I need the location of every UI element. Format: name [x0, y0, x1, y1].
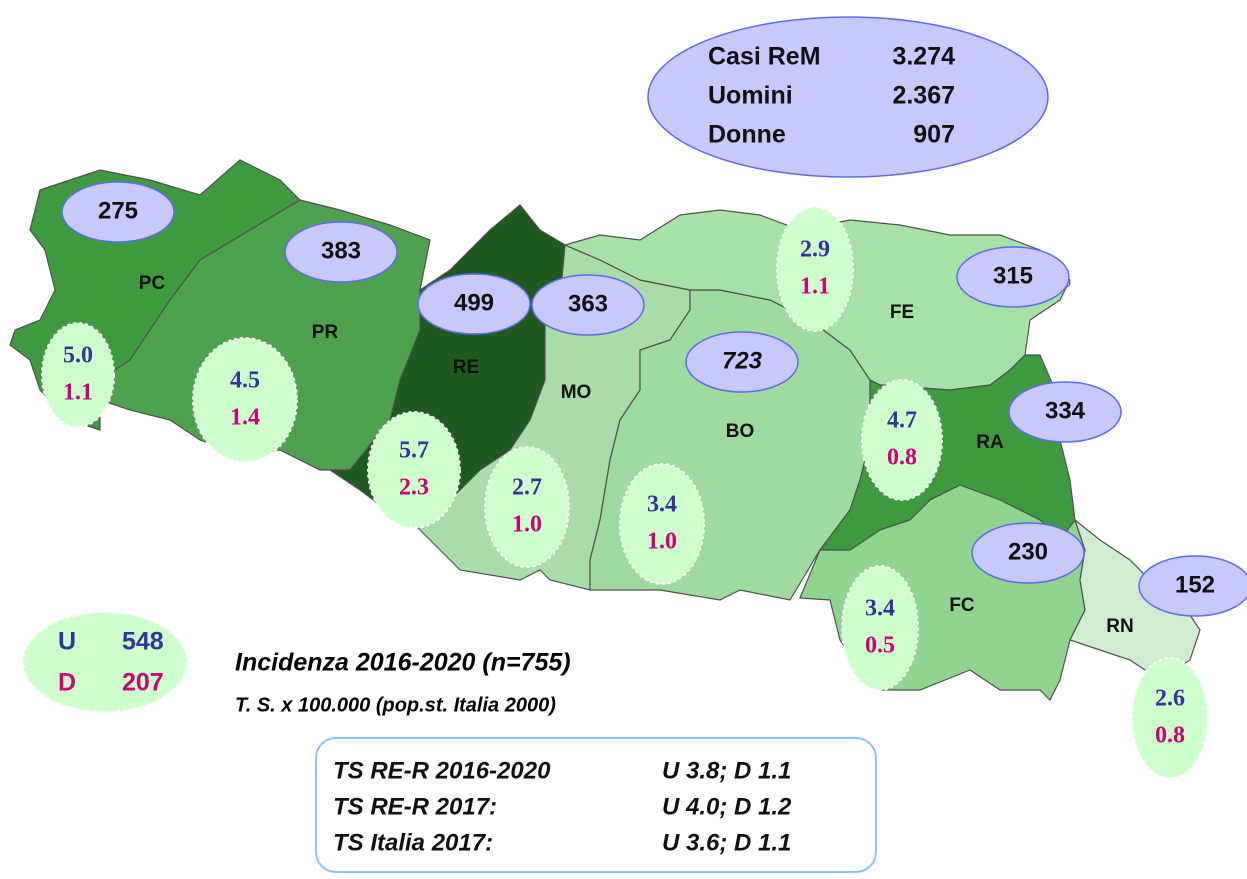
- province-code: RA: [976, 432, 1004, 453]
- province-code: PC: [139, 273, 166, 294]
- cases: 383: [321, 237, 361, 264]
- summary-value: 2.367: [892, 82, 955, 110]
- caption-title: Incidenza 2016-2020 (n=755): [235, 649, 571, 677]
- rate-ellipse: [484, 446, 570, 568]
- province-labels: 5.0 1.1 PC 275 4.5 1.4 PR 383 5.7 2.3 RE 499 2.7 1.0 M…: [41, 181, 1247, 779]
- cases: 315: [993, 262, 1033, 289]
- cases: 230: [1008, 538, 1048, 565]
- rate-women: 1.0: [512, 512, 542, 538]
- summary-ellipse: [647, 16, 1049, 178]
- rate-women: 0.8: [1155, 723, 1185, 749]
- province-code: BO: [726, 421, 755, 442]
- rate-ellipse: [841, 565, 919, 691]
- rate-ellipse: [192, 337, 298, 463]
- province-code: FE: [890, 302, 914, 323]
- reference-value: U 4.0; D 1.2: [662, 793, 792, 820]
- rate-men: 4.5: [230, 368, 260, 394]
- totals: U 548 D 207: [22, 611, 188, 713]
- men-total: 548: [122, 628, 164, 656]
- cases-ellipse: [1008, 381, 1122, 443]
- men-label: U: [58, 628, 76, 656]
- reference-box: TS RE-R 2016-2020 U 3.8; D 1.1 TS RE-R 2…: [315, 737, 877, 873]
- rate-men: 4.7: [887, 408, 917, 434]
- reference-label: TS Italia 2017:: [333, 829, 493, 856]
- rate-men: 3.4: [865, 596, 895, 622]
- rate-women: 1.1: [63, 380, 93, 406]
- reference-label: TS RE-R 2017:: [333, 793, 497, 820]
- rate-ellipse: [861, 379, 943, 501]
- rate-ellipse: [1131, 657, 1209, 779]
- rate-men: 2.9: [800, 237, 830, 263]
- cases: 152: [1175, 571, 1215, 598]
- cases: 334: [1045, 397, 1086, 424]
- summary-value: 3.274: [892, 43, 955, 71]
- cases-ellipse: [284, 221, 398, 283]
- cases-ellipse: [956, 246, 1070, 308]
- cases-ellipse: [417, 273, 531, 335]
- summary-value: 907: [913, 121, 955, 149]
- rate-women: 1.0: [647, 529, 677, 555]
- rate-women: 1.4: [230, 405, 260, 431]
- cases: 363: [568, 290, 608, 317]
- reference-frame: [315, 737, 877, 873]
- rate-women: 1.1: [800, 274, 830, 300]
- rate-women: 0.8: [887, 445, 917, 471]
- province-code: RN: [1106, 616, 1133, 637]
- caption-subtitle: T. S. x 100.000 (pop.st. Italia 2000): [235, 694, 556, 716]
- women-total: 207: [122, 669, 164, 697]
- rate-men: 5.7: [399, 438, 429, 464]
- summary-label: Donne: [708, 121, 786, 149]
- summary-label: Uomini: [708, 82, 793, 110]
- rate-ellipse: [619, 463, 705, 585]
- rate-men: 2.6: [1155, 686, 1185, 712]
- cases-ellipse: [971, 522, 1085, 584]
- cases: 275: [98, 197, 138, 224]
- cases: 499: [454, 289, 494, 316]
- cases-ellipse: [61, 181, 175, 243]
- rate-men: 3.4: [647, 492, 677, 518]
- rate-ellipse: [367, 411, 461, 529]
- province-code: PR: [312, 322, 339, 343]
- reference-value: U 3.6; D 1.1: [662, 829, 791, 856]
- cases-ellipse: [685, 331, 799, 393]
- rate-women: 2.3: [399, 475, 429, 501]
- rate-men: 5.0: [63, 343, 93, 369]
- summary: Casi ReM 3.274 Uomini 2.367 Donne 907: [647, 16, 1049, 178]
- women-label: D: [58, 669, 76, 697]
- province-code: MO: [561, 382, 592, 403]
- reference-label: TS RE-R 2016-2020: [333, 757, 551, 784]
- cases-ellipse: [531, 274, 645, 336]
- province-code: RE: [453, 357, 479, 378]
- rate-women: 0.5: [865, 633, 895, 659]
- rate-men: 2.7: [512, 475, 542, 501]
- rate-ellipse: [41, 322, 115, 428]
- reference-value: U 3.8; D 1.1: [662, 757, 791, 784]
- cases-ellipse: [1138, 555, 1247, 617]
- rate-ellipse: [776, 206, 854, 332]
- summary-label: Casi ReM: [708, 43, 821, 71]
- totals-ellipse: [22, 611, 188, 713]
- cases: 723: [722, 347, 763, 374]
- province-code: FC: [949, 595, 975, 616]
